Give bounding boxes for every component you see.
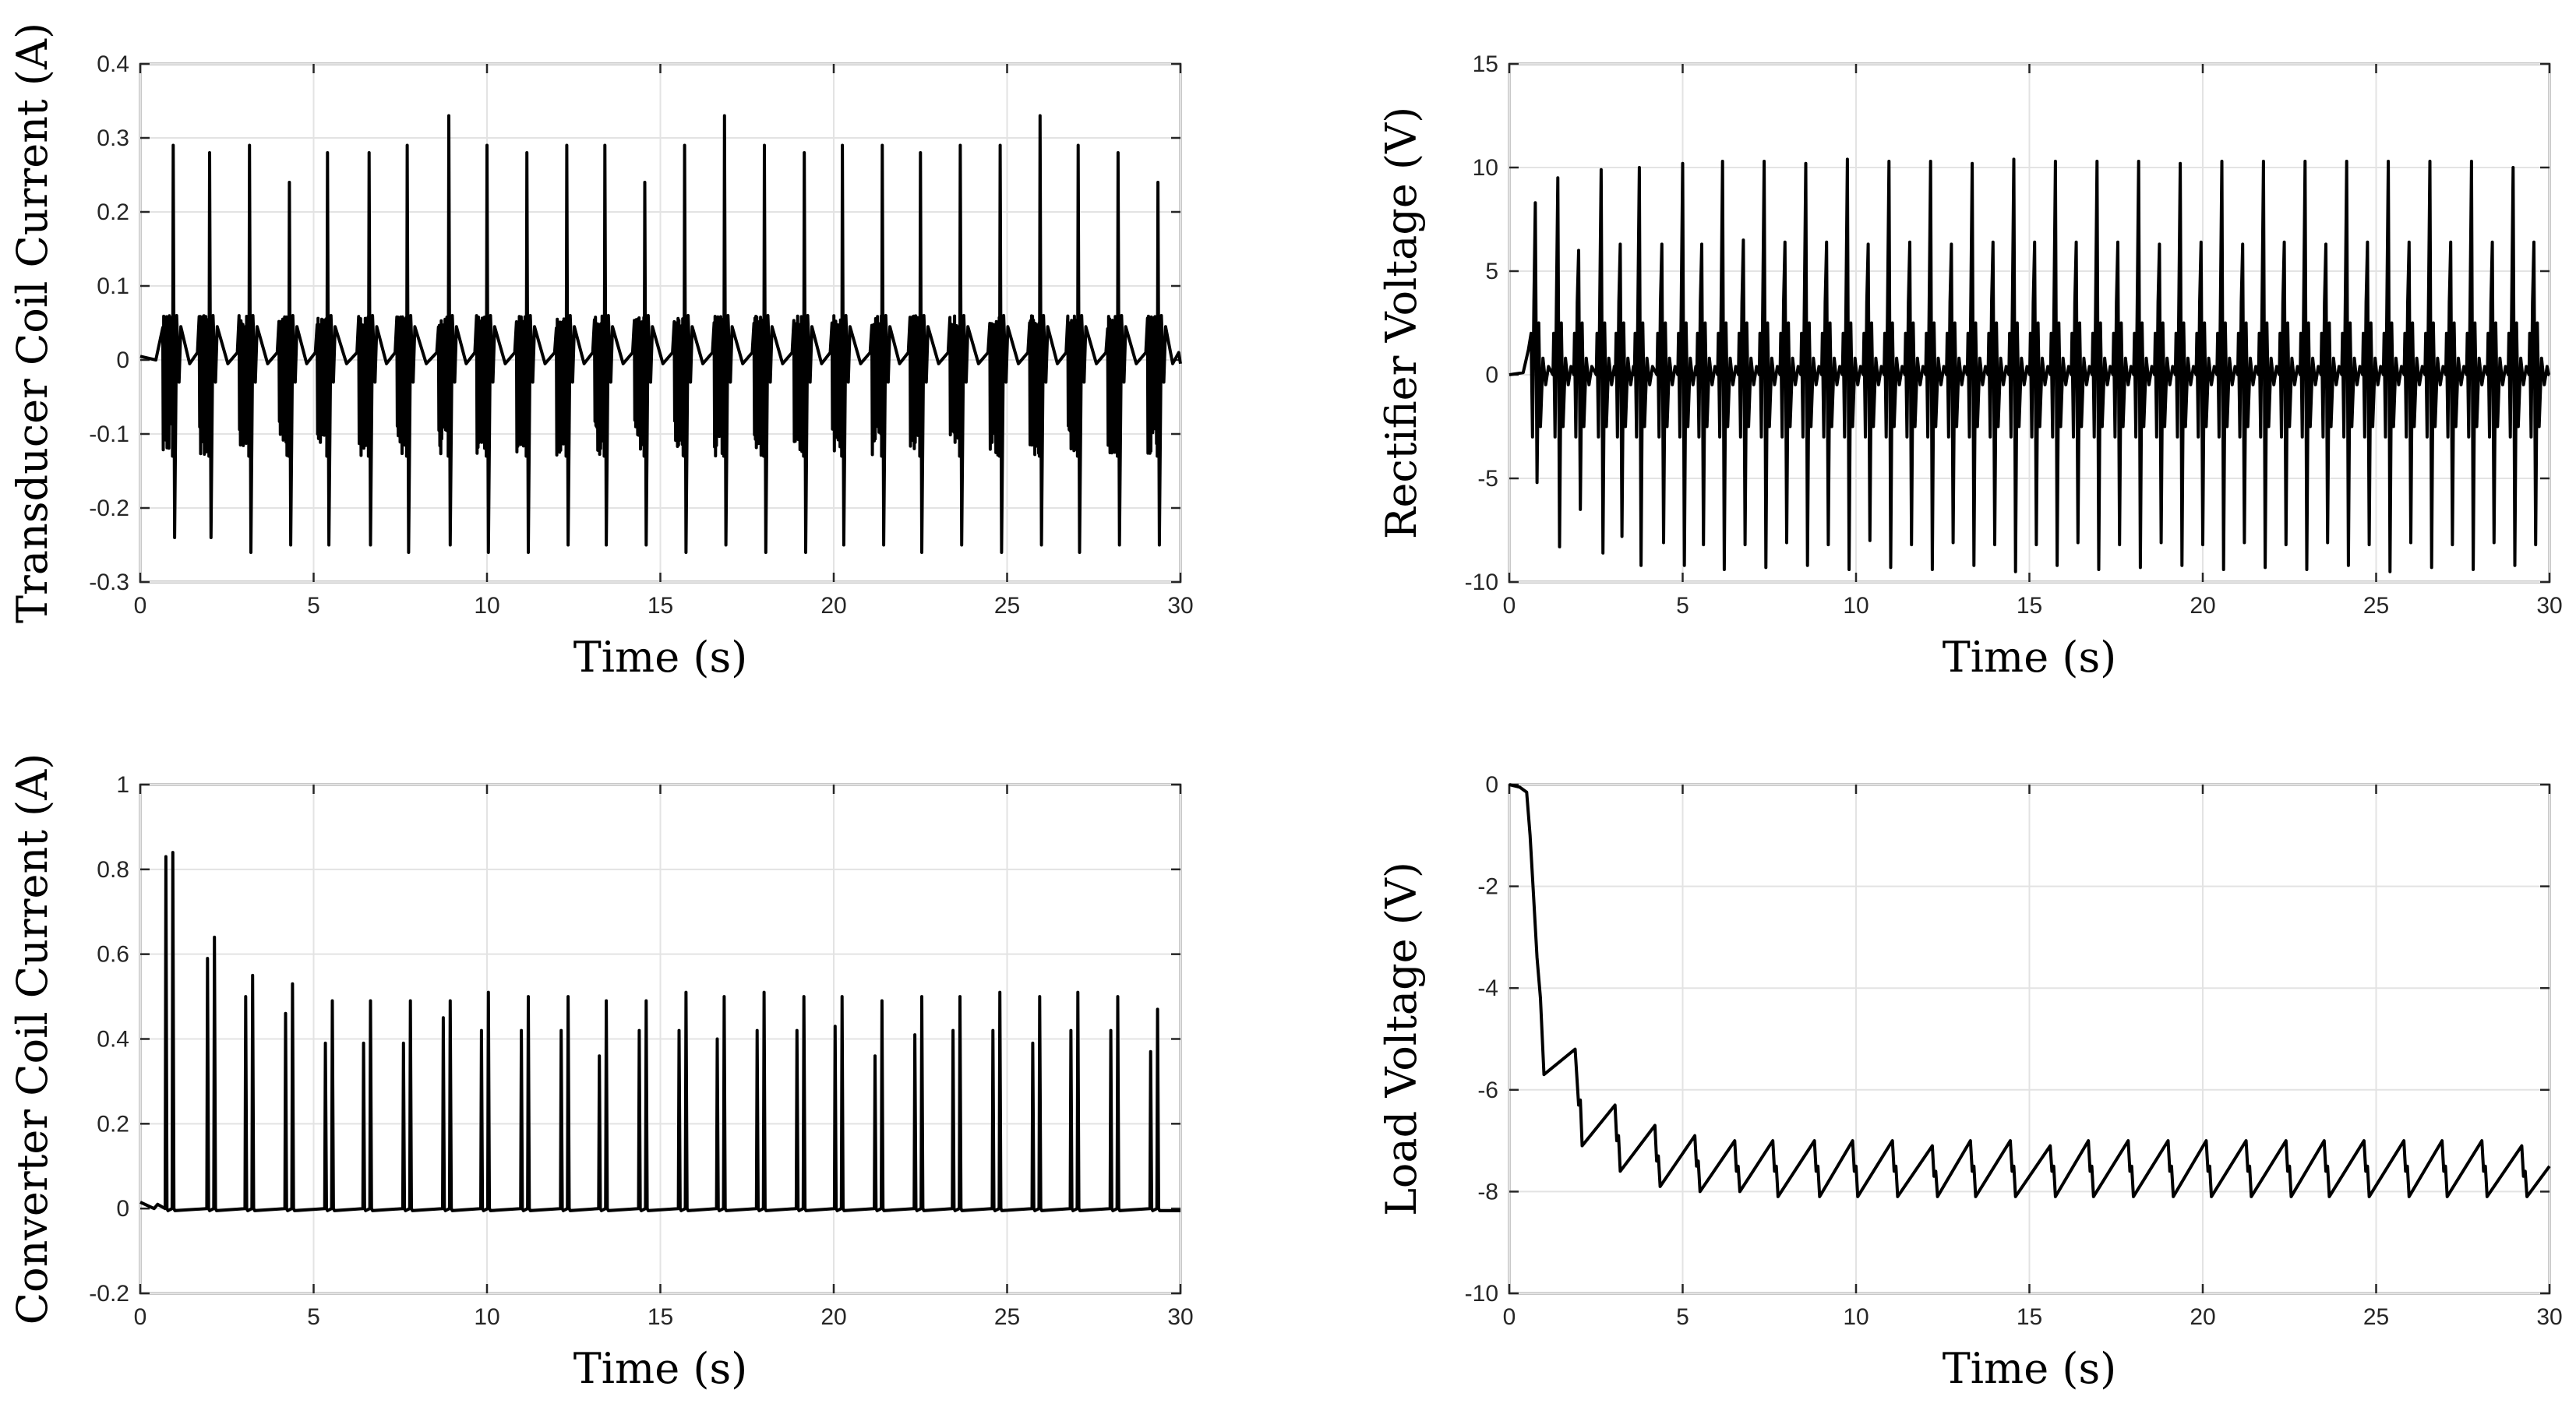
x-tick-label: 25: [994, 593, 1020, 619]
x-tick-label: 25: [2363, 593, 2389, 619]
x-axis-label: Time (s): [573, 1344, 747, 1393]
x-tick-label: 15: [2017, 1304, 2042, 1330]
y-tick-label: -0.3: [89, 570, 129, 595]
y-tick-label: 0.3: [97, 125, 129, 151]
tick-marks: [1508, 783, 2551, 1295]
panel-load-voltage: 0 5 10 15 20 25 30 -10 -8 -6 -4 -2 0 Time (s) Load …: [1377, 772, 2563, 1393]
x-tick-label: 5: [1676, 1304, 1689, 1330]
x-axis-label: Time (s): [1943, 633, 2116, 682]
x-tick-label: 20: [820, 593, 846, 619]
x-tick-label: 10: [1843, 593, 1868, 619]
x-tick-label: 5: [307, 1304, 320, 1330]
x-tick-label: 0: [134, 593, 147, 619]
y-tick-label: 0.2: [97, 199, 129, 225]
x-axis-label: Time (s): [1943, 1344, 2116, 1393]
y-axis-label: Transducer Coil Current (A): [8, 23, 57, 623]
y-tick-labels: -10 -8 -6 -4 -2 0: [1465, 772, 1498, 1307]
y-tick-label: 0.4: [97, 1027, 129, 1053]
series-line-converter-current: [139, 851, 1180, 1212]
x-tick-label: 0: [134, 1304, 147, 1330]
y-tick-label: -0.2: [89, 496, 129, 521]
tick-marks: [139, 783, 1182, 1295]
x-tick-label: 20: [2190, 593, 2215, 619]
y-tick-label: -6: [1477, 1078, 1498, 1103]
y-tick-label: 15: [1473, 51, 1498, 77]
series-line-load-voltage: [1509, 783, 2551, 1198]
series-line-transducer-current: [139, 114, 1182, 554]
series-line-rectifier-voltage: [1509, 157, 2551, 573]
x-tick-label: 30: [2536, 1304, 2562, 1330]
y-tick-label: -4: [1477, 975, 1498, 1001]
y-tick-label: -10: [1465, 570, 1498, 595]
x-tick-label: 30: [2536, 593, 2562, 619]
y-tick-label: -5: [1477, 466, 1498, 492]
x-tick-label: 30: [1167, 1304, 1193, 1330]
y-tick-label: 0.6: [97, 942, 129, 968]
x-tick-label: 10: [474, 593, 499, 619]
x-tick-label: 10: [474, 1304, 499, 1330]
y-tick-labels: -0.3 -0.2 -0.1 0 0.1 0.2 0.3 0.4: [89, 51, 129, 595]
y-tick-label: 0.1: [97, 273, 129, 299]
y-tick-label: 5: [1485, 259, 1498, 284]
x-tick-labels: 0 5 10 15 20 25 30: [134, 593, 1194, 619]
y-axis-label: Converter Coil Current (A): [8, 753, 57, 1325]
y-tick-label: 0: [116, 1196, 129, 1222]
y-tick-label: 0.2: [97, 1111, 129, 1137]
x-tick-label: 0: [1503, 1304, 1516, 1330]
y-tick-label: 0.4: [97, 51, 129, 77]
y-tick-label: -2: [1477, 874, 1498, 900]
x-tick-labels: 0 5 10 15 20 25 30: [1503, 1304, 2563, 1330]
panel-transducer-coil-current: 0 5 10 15 20 25 30 -0.3 -0.2 -0.1 0 0.1 0.2 0.3 0.4 T…: [8, 23, 1194, 682]
x-tick-label: 0: [1503, 593, 1516, 619]
x-tick-label: 5: [307, 593, 320, 619]
y-tick-label: 0.8: [97, 857, 129, 883]
y-tick-label: 0: [1485, 362, 1498, 388]
x-tick-label: 25: [994, 1304, 1020, 1330]
x-axis-label: Time (s): [573, 633, 747, 682]
y-axis-label: Load Voltage (V): [1377, 862, 1426, 1216]
x-tick-labels: 0 5 10 15 20 25 30: [134, 1304, 1194, 1330]
panel-rectifier-voltage: 0 5 10 15 20 25 30 -10 -5 0 5 10 15 Time (s) Rectif…: [1377, 51, 2563, 682]
x-tick-label: 5: [1676, 593, 1689, 619]
y-tick-label: -8: [1477, 1179, 1498, 1205]
x-tick-label: 20: [2190, 1304, 2215, 1330]
grid-lines: [139, 63, 1181, 583]
y-tick-label: 1: [116, 772, 129, 798]
x-tick-label: 15: [648, 1304, 673, 1330]
x-tick-label: 30: [1167, 593, 1193, 619]
x-tick-label: 15: [2017, 593, 2042, 619]
x-tick-label: 15: [648, 593, 673, 619]
x-tick-label: 20: [820, 1304, 846, 1330]
x-tick-labels: 0 5 10 15 20 25 30: [1503, 593, 2563, 619]
y-tick-label: 0: [116, 347, 129, 373]
x-tick-label: 10: [1843, 1304, 1868, 1330]
y-tick-label: -0.2: [89, 1281, 129, 1307]
panel-converter-coil-current: 0 5 10 15 20 25 30 -0.200.20.40.60.81 Time (s)…: [8, 753, 1194, 1393]
y-tick-label: 10: [1473, 155, 1498, 181]
y-tick-labels: -0.2 0 0.2 0.4 0.6 0.8 1: [89, 772, 129, 1307]
y-axis-label: Rectifier Voltage (V): [1377, 107, 1426, 539]
y-tick-label: -0.1: [89, 422, 129, 447]
y-tick-label: 0: [1485, 772, 1498, 798]
y-tick-label: -10: [1465, 1281, 1498, 1307]
x-tick-label: 25: [2363, 1304, 2389, 1330]
y-tick-labels: -10 -5 0 5 10 15: [1465, 51, 1498, 595]
